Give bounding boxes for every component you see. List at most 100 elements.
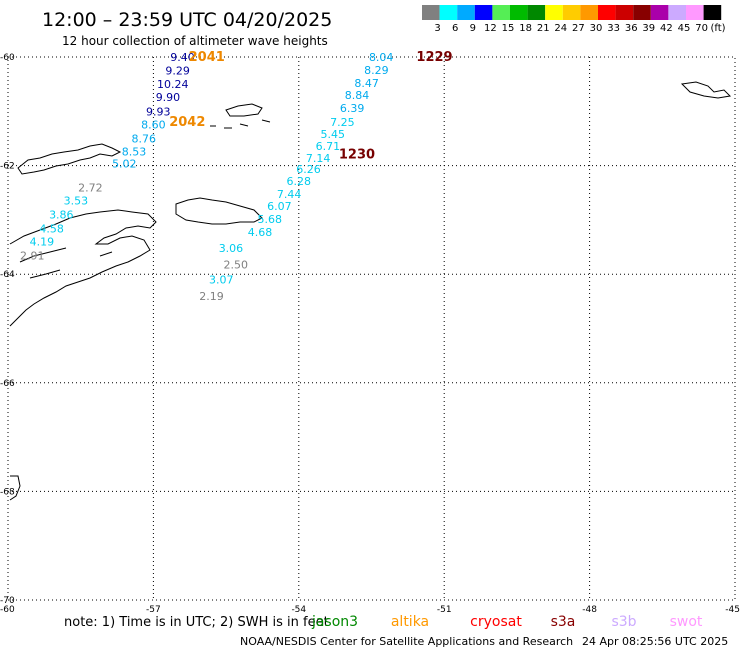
satellite-name: swot	[670, 614, 703, 630]
credit-text: NOAA/NESDIS Center for Satellite Applica…	[240, 635, 573, 648]
wave-height-value: 7.25	[330, 116, 355, 129]
lon-tick-label: -48	[582, 605, 597, 615]
footer-note: note: 1) Time is in UTC; 2) SWH is in fe…	[64, 615, 329, 630]
wave-height-value: 3.07	[209, 274, 234, 287]
satellite-name: s3b	[611, 614, 636, 630]
wave-height-value: 5.45	[320, 128, 345, 141]
lat-tick-label: -64	[0, 270, 15, 280]
legend-swatch	[545, 5, 563, 20]
wave-height-value: 2.50	[224, 258, 249, 271]
lat-tick-label: -70	[0, 596, 15, 606]
legend-label: 21	[537, 23, 550, 34]
lon-tick-label: -60	[0, 605, 15, 615]
timestamp-text: 24 Apr 08:25:56 UTC 2025	[582, 635, 728, 648]
legend-swatch	[527, 5, 546, 20]
joinville-coast	[175, 197, 263, 225]
wave-height-value: 3.06	[219, 242, 244, 255]
wave-height-value: 6.07	[267, 200, 292, 213]
legend-label: 70	[695, 23, 708, 34]
legend-swatch	[422, 5, 440, 20]
legend-label: 33	[607, 23, 620, 34]
map-subtitle: 12 hour collection of altimeter wave hei…	[62, 34, 328, 48]
wave-height-value: 3.86	[49, 208, 74, 221]
legend-unit: (ft)	[710, 23, 725, 34]
legend-label: 39	[642, 23, 655, 34]
legend-swatch	[650, 5, 669, 20]
wave-height-value: 4.19	[30, 236, 55, 249]
south-shetland-coast	[17, 143, 122, 175]
peninsula-interior	[19, 247, 113, 279]
wave-height-value: 8.29	[364, 64, 389, 77]
legend-label: 18	[519, 23, 532, 34]
legend-swatch	[510, 5, 528, 20]
lon-tick-label: -57	[146, 605, 161, 615]
wave-height-value: 8.53	[122, 145, 147, 158]
wave-height-value: 10.24	[157, 78, 189, 91]
wave-height-value: 5.68	[257, 213, 282, 226]
legend-swatch	[562, 5, 581, 20]
satellite-name: cryosat	[470, 614, 522, 630]
map-frame	[7, 56, 736, 601]
legend-swatch	[703, 5, 722, 20]
legend-label: 9	[470, 23, 476, 34]
legend-label: 27	[572, 23, 585, 34]
map-title: 12:00 – 23:59 UTC 04/20/2025	[42, 9, 332, 31]
legend-label: 42	[660, 23, 673, 34]
legend-swatch	[598, 5, 616, 20]
wave-height-value: 6.28	[287, 175, 312, 188]
legend-swatch	[492, 5, 510, 20]
wave-height-value: 9.93	[146, 105, 171, 118]
satellite-name: jason3	[311, 614, 358, 630]
wave-height-value: 9.90	[156, 91, 181, 104]
satellite-name: s3a	[551, 614, 576, 630]
legend-label: 30	[590, 23, 603, 34]
wave-height-value: 8.60	[141, 118, 166, 131]
island-b-coast	[210, 119, 271, 129]
lat-tick-label: -62	[0, 162, 15, 172]
satellite-legend: jason3 altika cryosat s3a s3b swot	[311, 614, 703, 630]
island-a-coast	[225, 103, 263, 117]
wave-height-value: 8.84	[345, 89, 370, 102]
legend-swatch	[668, 5, 686, 20]
pass-time-label: 1230	[339, 148, 375, 163]
wave-height-value: 6.39	[340, 102, 365, 115]
wave-height-value: 8.76	[131, 132, 156, 145]
satellite-name: altika	[391, 614, 429, 630]
pass-time-label: 1229	[416, 50, 452, 65]
small-coast	[9, 475, 21, 501]
lon-tick-label: -51	[437, 605, 452, 615]
lat-tick-label: -66	[0, 379, 15, 389]
pass-time-labels: 2041 2042 1229 1230	[169, 50, 452, 163]
legend-label: 36	[625, 23, 638, 34]
wave-height-value: 6.26	[296, 163, 321, 176]
legend-label: 12	[484, 23, 497, 34]
wave-height-value: 4.58	[39, 223, 64, 236]
wave-height-value: 4.68	[248, 226, 273, 239]
legend-label: 3	[434, 23, 440, 34]
legend-label: 15	[502, 23, 515, 34]
legend-swatch	[686, 5, 704, 20]
coastlines	[9, 81, 732, 501]
wave-height-value: 2.19	[199, 290, 224, 303]
pass-time-label: 2042	[169, 115, 205, 130]
lat-tick-label: -68	[0, 487, 15, 497]
wave-height-value: 8.04	[369, 51, 394, 64]
wave-height-value: 7.14	[306, 152, 331, 165]
wave-height-value: 8.47	[354, 77, 379, 90]
legend-swatch	[439, 5, 458, 20]
legend-swatch	[633, 5, 651, 20]
peninsula-coast	[9, 209, 157, 327]
wave-height-value: 2.91	[20, 250, 45, 263]
legend-label: 6	[452, 23, 458, 34]
legend-swatch	[580, 5, 598, 20]
lon-tick-label: -54	[291, 605, 306, 615]
legend-swatch	[457, 5, 475, 20]
wave-height-value: 9.40	[170, 51, 195, 64]
legend-swatch	[615, 5, 634, 20]
legend-swatch	[474, 5, 493, 20]
legend-label: 24	[554, 23, 567, 34]
legend-label: 45	[678, 23, 691, 34]
island-c-coast	[680, 81, 732, 99]
pass-time-label: 2041	[189, 50, 225, 65]
